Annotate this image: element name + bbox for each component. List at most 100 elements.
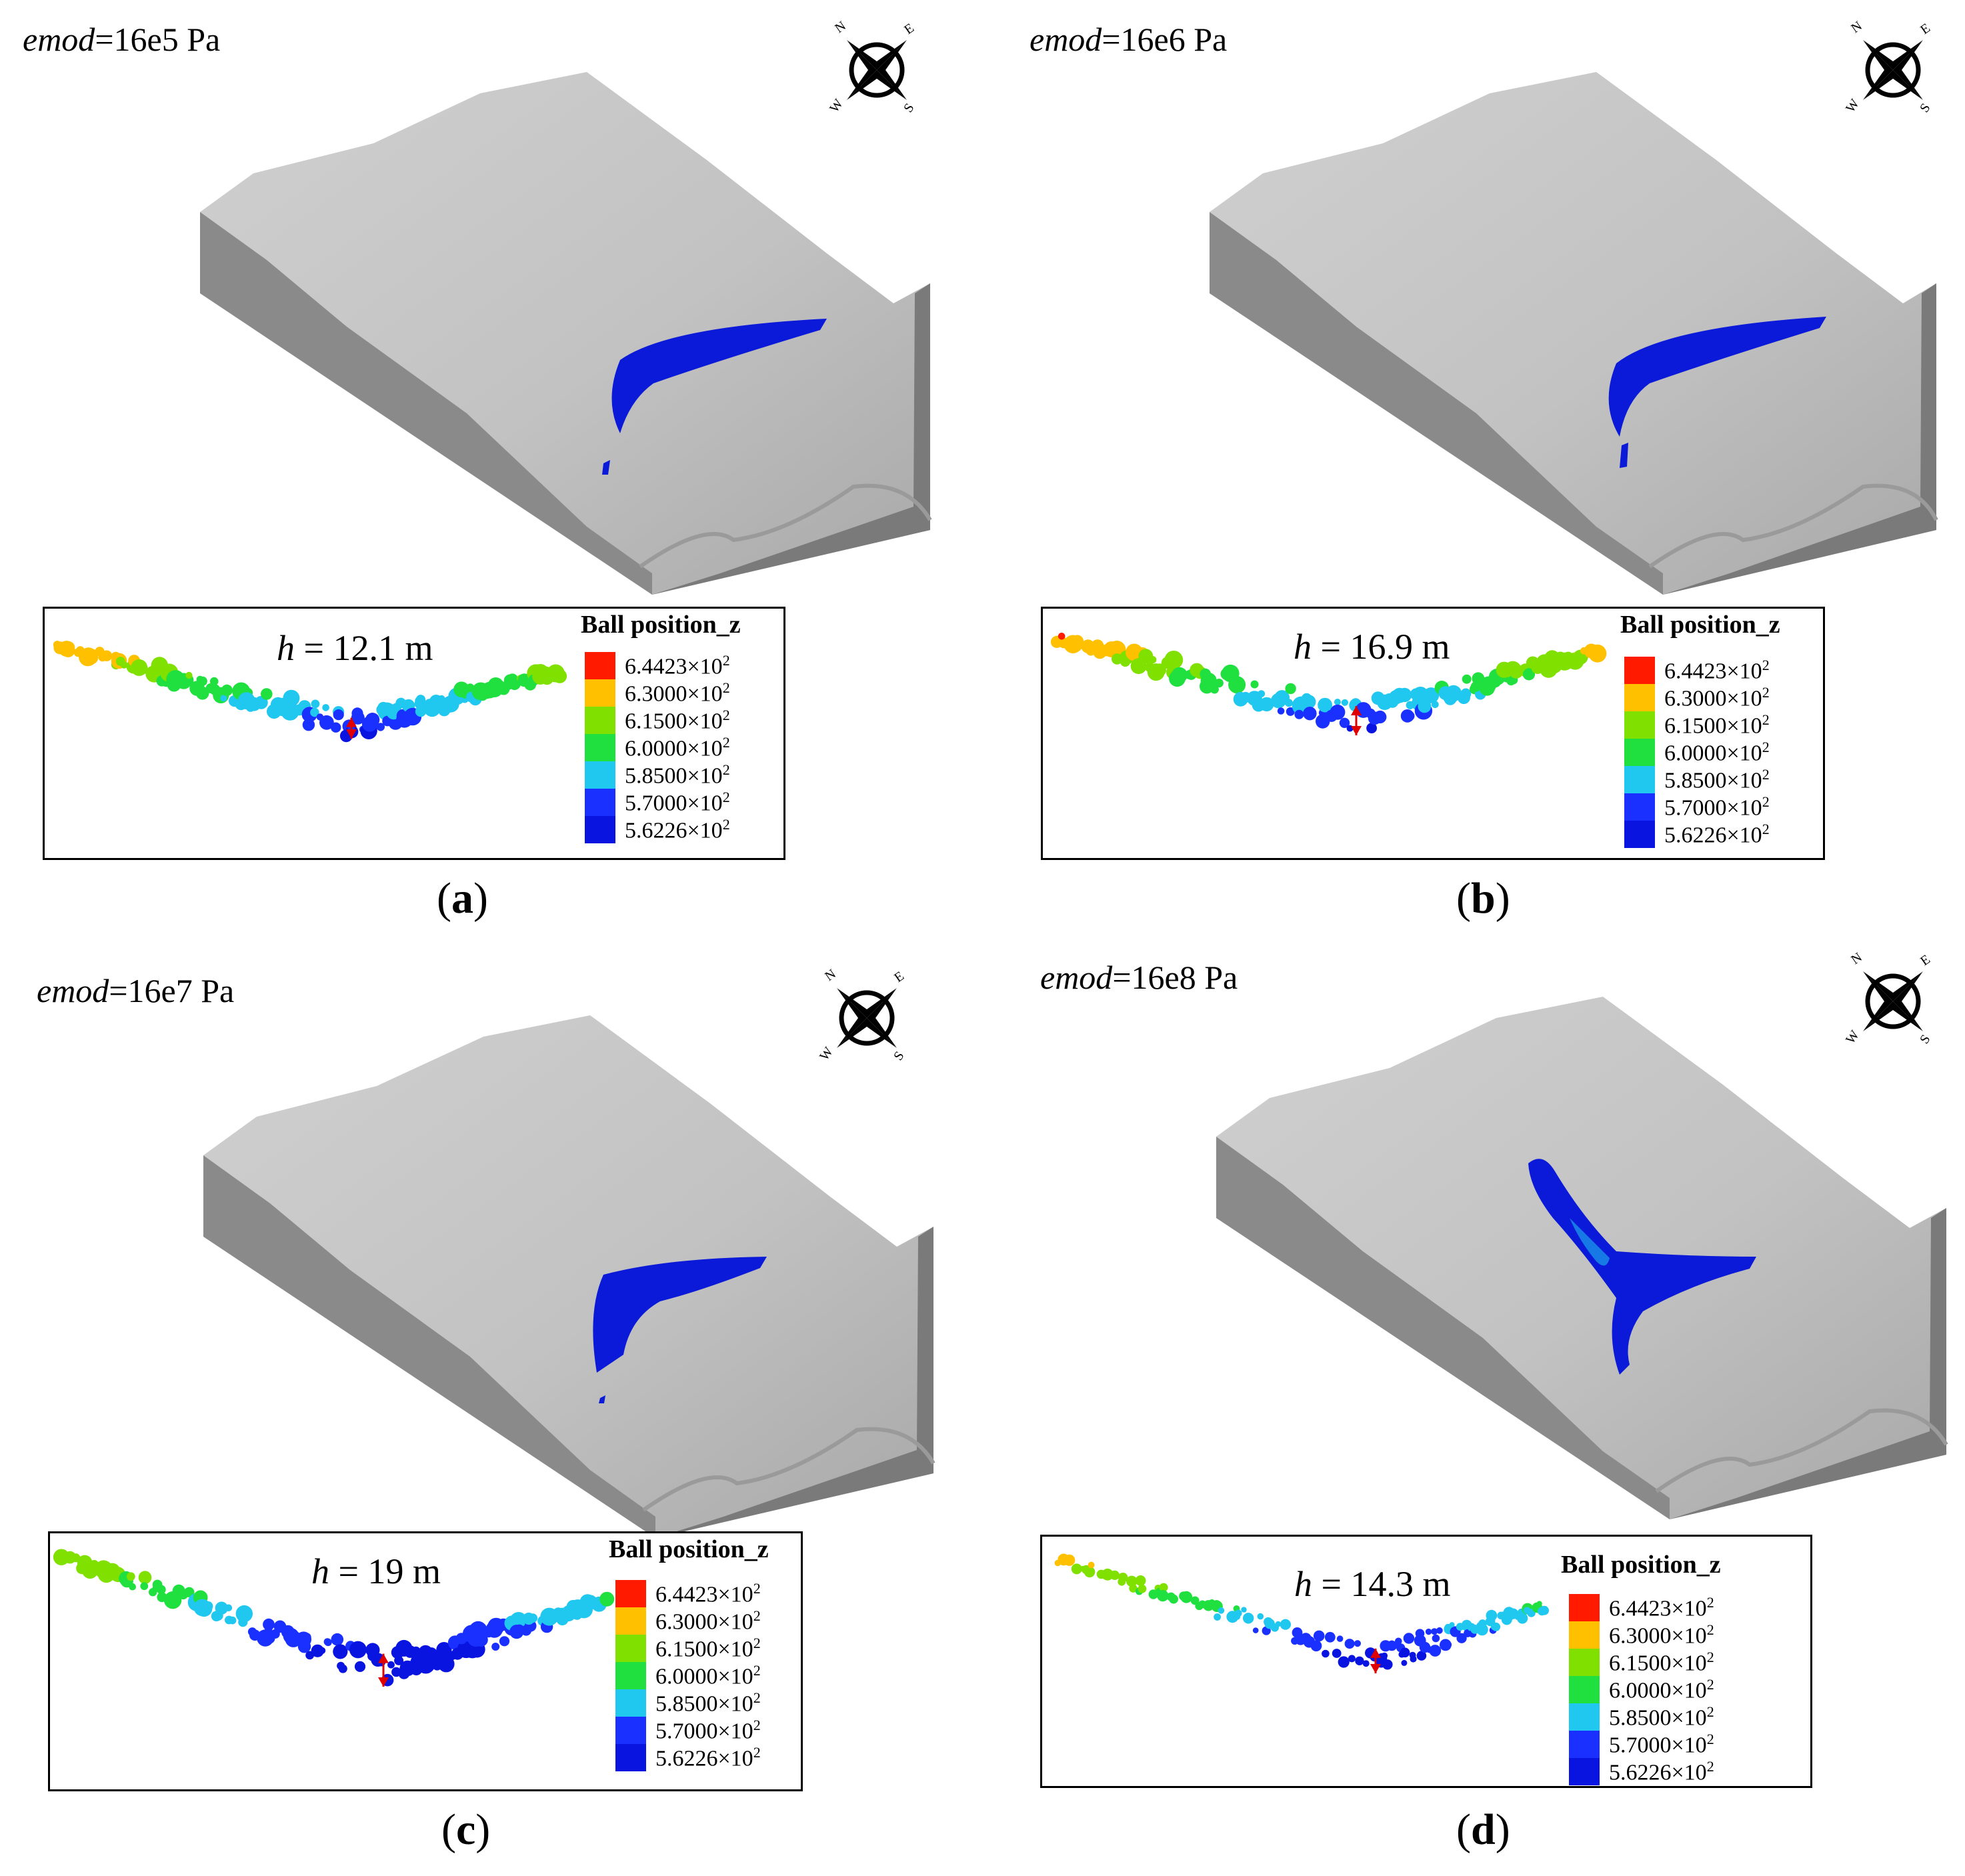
legend-swatch: [1624, 793, 1655, 821]
particle-point: [195, 687, 209, 700]
depth-arrow-head: [378, 1653, 389, 1687]
particle-point: [297, 1640, 311, 1653]
color-legend: 6.4423×102 6.3000×102 6.1500×102 6.0000×102…: [585, 652, 730, 843]
particle-point: [1260, 697, 1274, 712]
legend-value: 6.3000×102: [1664, 683, 1770, 711]
particle-point: [1286, 707, 1295, 716]
particle-point: [302, 1633, 311, 1642]
particle-point: [1334, 699, 1341, 705]
terrain-top-surface: [203, 1015, 933, 1538]
particle-point: [1294, 709, 1304, 719]
svg-text:N: N: [822, 968, 838, 984]
svg-text:E: E: [901, 21, 917, 37]
particle-point: [338, 1664, 347, 1673]
svg-text:S: S: [1917, 101, 1933, 115]
particle-point: [283, 1628, 299, 1644]
legend-value: 5.8500×102: [655, 1689, 761, 1717]
terrain-model: [203, 1015, 935, 1538]
particle-point: [442, 695, 459, 713]
depth-label: h = 14.3 m: [1294, 1564, 1451, 1604]
particle-point: [437, 1655, 455, 1673]
legend-entry: 6.4423×102: [1569, 1594, 1714, 1621]
particle-point: [387, 1661, 395, 1669]
legend-value: 6.1500×102: [1609, 1648, 1714, 1676]
particle-point: [1159, 1583, 1168, 1592]
legend-value: 6.3000×102: [1609, 1621, 1714, 1649]
particle-point: [1522, 668, 1536, 681]
panel-caption: (d): [1456, 1805, 1510, 1854]
particle-point: [302, 719, 315, 731]
legend-value: 5.7000×102: [655, 1716, 761, 1744]
particle-point: [101, 650, 113, 661]
panel-a: emod=16e5 Pa N E S W h = 12.1 m Ball pos…: [0, 0, 982, 938]
legend-swatch: [1569, 1758, 1600, 1785]
legend-swatch: [585, 789, 615, 816]
deposit-fragment: [599, 1395, 605, 1403]
terrain-west-face: [1216, 1137, 1670, 1519]
terrain-west-face: [203, 1155, 655, 1538]
legend-value: 5.7000×102: [1664, 793, 1770, 821]
legend-entry: 5.8500×102: [615, 1689, 761, 1717]
svg-text:W: W: [1843, 97, 1862, 115]
particle-point: [283, 689, 300, 707]
legend-swatch: [1624, 684, 1655, 711]
legend-value: 6.0000×102: [1664, 738, 1770, 766]
legend-entry: 6.3000×102: [615, 1607, 761, 1635]
particle-point: [1444, 1641, 1452, 1649]
particle-point: [213, 1610, 223, 1621]
particle-point: [333, 709, 344, 721]
cross-section-box: h = 16.9 m Ball position_z 6.4423×102 6.3…: [1041, 607, 1825, 860]
legend-swatch: [615, 1689, 646, 1717]
svg-text:N: N: [832, 20, 848, 36]
legend-entry: 5.8500×102: [1569, 1703, 1714, 1731]
svg-text:E: E: [1918, 952, 1933, 969]
legend-entry: 6.0000×102: [615, 1662, 761, 1689]
particle-point: [1339, 717, 1350, 728]
particle-point: [1485, 1616, 1496, 1627]
panel-d: emod=16e8 Pa N E S W h = 14.3 m Ball pos…: [983, 938, 1965, 1876]
particle-point: [126, 1572, 135, 1581]
legend-swatch: [1624, 739, 1655, 766]
particle-point: [1322, 1649, 1330, 1658]
particle-point: [1416, 1651, 1427, 1661]
legend-entry: 6.3000×102: [1569, 1621, 1714, 1649]
deposit-fragment: [1620, 443, 1628, 468]
particle-point: [1381, 1652, 1388, 1659]
legend-value: 5.7000×102: [1609, 1730, 1714, 1758]
legend-swatch: [1569, 1649, 1600, 1676]
particle-point: [394, 1655, 404, 1665]
particle-point: [1386, 1640, 1398, 1651]
particle-point: [310, 707, 319, 717]
legend-value: 6.1500×102: [625, 706, 730, 734]
particle-point: [1338, 1656, 1350, 1668]
legend-value: 5.6226×102: [1609, 1757, 1714, 1785]
particle-point: [129, 1583, 136, 1591]
legend-swatch: [1569, 1676, 1600, 1703]
legend-swatch: [615, 1635, 646, 1662]
valley-edge: [1655, 1408, 1948, 1493]
legend-value: 5.6226×102: [625, 815, 730, 843]
particle-point: [1102, 1568, 1114, 1581]
legend-entry: 5.8500×102: [1624, 766, 1770, 793]
legend-entry: 6.0000×102: [1624, 739, 1770, 766]
particle-point: [1354, 1640, 1361, 1647]
deposit-mixed-zone: [1570, 1218, 1610, 1266]
particle-point: [1313, 1630, 1325, 1642]
cross-section-plot: [1050, 633, 1607, 735]
particle-point: [1182, 1592, 1189, 1599]
particle-point: [1258, 690, 1266, 697]
legend-swatch: [1624, 766, 1655, 793]
depth-arrow-head: [1351, 706, 1362, 735]
legend-swatch: [585, 816, 615, 843]
legend-entry: 6.1500×102: [1569, 1649, 1714, 1676]
particle-point: [1344, 1639, 1355, 1649]
legend-swatch: [615, 1607, 646, 1635]
legend-title: Ball position_z: [1620, 611, 1780, 639]
particle-point: [1228, 676, 1246, 694]
particle-point: [1149, 656, 1157, 664]
particle-point: [1401, 1659, 1408, 1666]
valley-edge: [1648, 483, 1938, 569]
legend-swatch: [585, 761, 615, 789]
deposit-area: [1608, 317, 1826, 437]
particle-point: [528, 1613, 538, 1623]
